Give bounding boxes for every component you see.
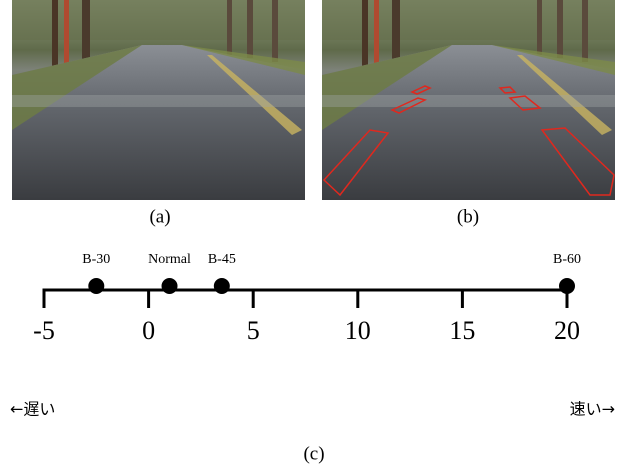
tick-label: 10 (345, 316, 371, 345)
photo-b (322, 0, 615, 200)
tick-label: 5 (247, 316, 260, 345)
tick-label: 20 (554, 316, 580, 345)
point (214, 278, 230, 294)
point-label: Normal (148, 252, 191, 267)
figure: (a) (b) ←遅い 速い→ (c) -5 0 5 10 15 20 B-30 Normal… (0, 0, 629, 472)
point (88, 278, 104, 294)
point-label: B-60 (553, 252, 581, 267)
point-label: B-45 (208, 252, 236, 267)
point (559, 278, 575, 294)
tick-label: 15 (449, 316, 475, 345)
panel-label: (b) (457, 206, 479, 227)
caption: (c) (303, 443, 324, 464)
photo-a (12, 0, 305, 200)
tick-label: 0 (142, 316, 155, 345)
tick-label: -5 (33, 316, 55, 345)
slow-label: ←遅い (10, 400, 55, 419)
point-label: B-30 (82, 252, 110, 267)
fast-label: 速い→ (570, 400, 615, 419)
point (162, 278, 178, 294)
panel-label: (a) (149, 206, 170, 227)
